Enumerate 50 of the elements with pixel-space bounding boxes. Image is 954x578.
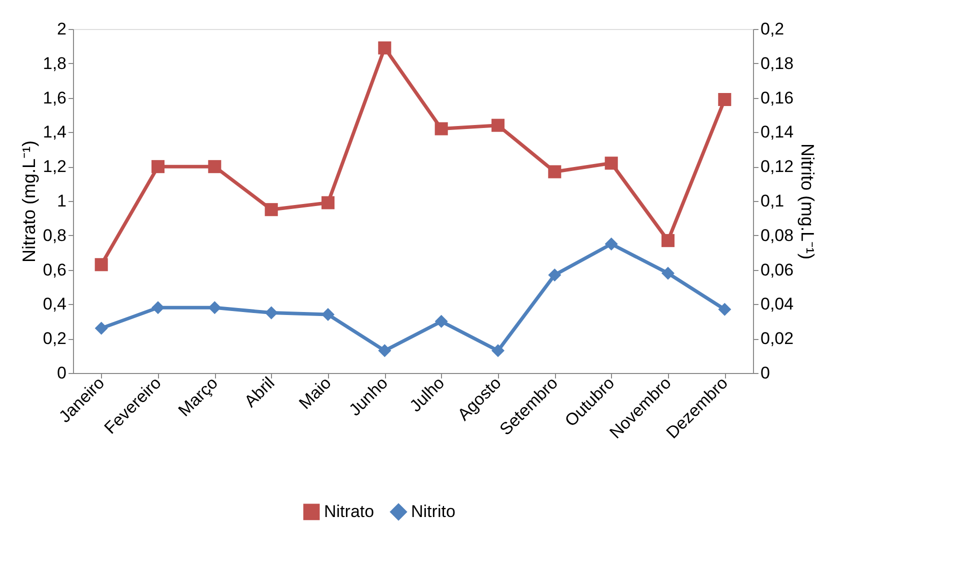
y2-tick-label: 0,2 [760, 20, 784, 38]
point [661, 266, 675, 280]
y-tick-label: 0,4 [42, 294, 66, 314]
point [718, 93, 732, 106]
y2-axis-title: Nitrito (mg.L⁻¹) [798, 143, 818, 260]
y-tick-label: 0,2 [42, 329, 66, 348]
legend-label: Nitrato [324, 502, 374, 521]
point [151, 301, 165, 314]
y2-tick-label: 0,14 [760, 122, 794, 142]
y-tick-label: 1,6 [42, 88, 66, 108]
y2-tick-label: 0,1 [760, 192, 784, 210]
y2-tick-label: 0,04 [760, 294, 794, 314]
y-axis-title: Nitrato (mg.L⁻¹) [18, 140, 39, 263]
point [548, 268, 562, 282]
point [264, 306, 278, 320]
point [604, 156, 618, 170]
point [321, 308, 335, 322]
point [434, 314, 448, 328]
point [151, 160, 165, 174]
y-tick-label: 2 [57, 20, 66, 38]
point [378, 41, 392, 54]
point [378, 344, 392, 358]
y2-tick-label: 0,18 [760, 54, 794, 73]
point [208, 160, 222, 174]
y2-tick-label: 0,16 [760, 88, 794, 108]
point [434, 122, 448, 136]
point [604, 237, 618, 251]
y2-tick-label: 0,02 [760, 329, 794, 348]
point [661, 234, 675, 248]
y-tick-label: 0,8 [42, 226, 66, 245]
point [94, 258, 108, 272]
point [208, 301, 222, 314]
y-tick-label: 0 [57, 364, 66, 382]
legend-label: Nitrito [411, 502, 456, 521]
point [491, 118, 505, 132]
point [264, 203, 278, 216]
y-tick-label: 1,8 [42, 54, 66, 73]
y-tick-label: 0,6 [42, 260, 66, 280]
y2-tick-label: 0 [760, 364, 770, 382]
y-tick-label: 1,4 [42, 122, 66, 142]
point [94, 322, 108, 335]
y2-tick-label: 0,12 [760, 157, 794, 176]
point [321, 196, 335, 210]
point [718, 302, 732, 316]
point [548, 165, 562, 178]
y-tick-label: 1,2 [42, 157, 66, 176]
y-tick-label: 1 [57, 192, 66, 210]
point [491, 344, 505, 358]
y2-tick-label: 0,08 [760, 226, 794, 245]
y2-tick-label: 0,06 [760, 260, 794, 280]
